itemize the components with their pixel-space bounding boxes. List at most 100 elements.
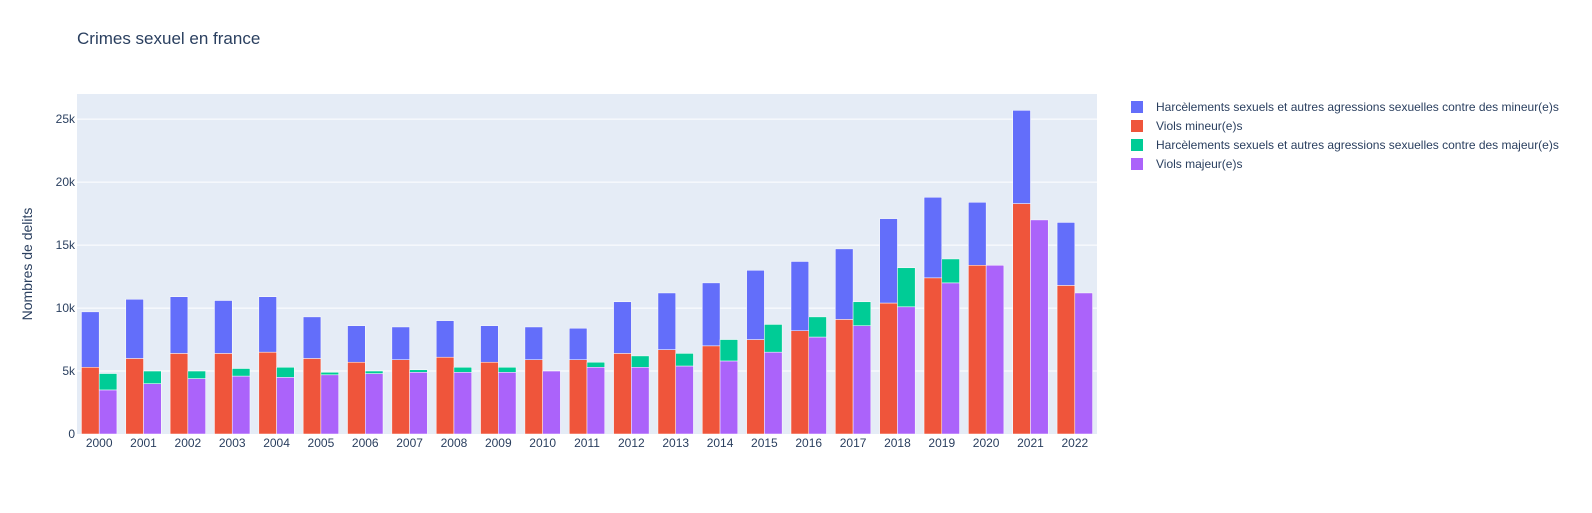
bar-mineurs-harcelements-2002[interactable] <box>169 296 189 354</box>
legend-swatch[interactable] <box>1131 101 1143 113</box>
bar-mineurs-harcelements-2005[interactable] <box>302 316 322 359</box>
bar-majeurs-viols-2001[interactable] <box>143 383 162 435</box>
legend-swatch[interactable] <box>1131 158 1143 170</box>
bar-mineurs-harcelements-2001[interactable] <box>125 299 144 359</box>
bar-mineurs-viols-2000[interactable] <box>81 367 100 435</box>
bar-majeurs-harcelements-2005[interactable] <box>320 372 339 376</box>
bar-majeurs-viols-2009[interactable] <box>498 372 517 435</box>
bar-mineurs-viols-2016[interactable] <box>790 330 809 435</box>
legend[interactable]: Harcèlements sexuels et autres agression… <box>1131 100 1559 171</box>
bar-majeurs-viols-2018[interactable] <box>897 306 916 435</box>
bar-mineurs-harcelements-2004[interactable] <box>258 296 277 353</box>
bar-mineurs-viols-2002[interactable] <box>169 353 189 435</box>
bar-mineurs-viols-2018[interactable] <box>879 302 898 435</box>
bar-mineurs-viols-2020[interactable] <box>968 265 987 435</box>
x-tick-label: 2007 <box>396 436 423 450</box>
bar-mineurs-harcelements-2012[interactable] <box>613 301 632 354</box>
bar-majeurs-viols-2020[interactable] <box>985 265 1005 435</box>
bar-mineurs-viols-2011[interactable] <box>569 359 588 435</box>
bar-mineurs-harcelements-2010[interactable] <box>524 326 543 360</box>
bar-majeurs-viols-2016[interactable] <box>808 336 827 435</box>
bar-mineurs-harcelements-2018[interactable] <box>879 218 898 304</box>
legend-swatch[interactable] <box>1131 139 1143 151</box>
bar-majeurs-viols-2022[interactable] <box>1074 292 1093 435</box>
legend-swatch[interactable] <box>1131 120 1143 132</box>
bar-mineurs-viols-2010[interactable] <box>524 359 543 435</box>
bar-mineurs-harcelements-2015[interactable] <box>746 270 765 340</box>
bar-mineurs-viols-2012[interactable] <box>613 353 632 435</box>
bar-majeurs-viols-2010[interactable] <box>542 370 561 435</box>
bar-mineurs-viols-2022[interactable] <box>1056 285 1076 435</box>
bar-majeurs-harcelements-2007[interactable] <box>409 369 428 373</box>
bar-mineurs-harcelements-2008[interactable] <box>435 320 455 358</box>
bar-majeurs-harcelements-2009[interactable] <box>498 367 517 373</box>
bar-majeurs-viols-2005[interactable] <box>320 374 339 435</box>
legend-label[interactable]: Viols majeur(e)s <box>1156 157 1242 171</box>
bar-mineurs-viols-2005[interactable] <box>302 358 322 435</box>
bar-majeurs-viols-2019[interactable] <box>941 282 960 435</box>
bar-mineurs-harcelements-2013[interactable] <box>657 292 676 350</box>
bar-majeurs-harcelements-2008[interactable] <box>453 367 472 373</box>
bar-mineurs-viols-2008[interactable] <box>435 356 455 435</box>
bar-majeurs-harcelements-2006[interactable] <box>365 370 384 374</box>
bar-mineurs-viols-2006[interactable] <box>347 361 366 435</box>
bar-majeurs-viols-2012[interactable] <box>631 367 650 435</box>
legend-label[interactable]: Harcèlements sexuels et autres agression… <box>1156 138 1559 152</box>
bar-mineurs-viols-2009[interactable] <box>480 361 499 435</box>
bar-majeurs-viols-2015[interactable] <box>764 351 783 435</box>
bar-majeurs-harcelements-2001[interactable] <box>143 370 162 384</box>
bar-mineurs-harcelements-2000[interactable] <box>81 311 100 368</box>
bar-mineurs-viols-2007[interactable] <box>391 359 410 435</box>
bar-majeurs-viols-2007[interactable] <box>409 372 428 435</box>
bar-majeurs-harcelements-2017[interactable] <box>852 301 872 326</box>
bar-mineurs-viols-2017[interactable] <box>835 319 854 435</box>
bar-majeurs-harcelements-2004[interactable] <box>276 367 295 378</box>
bar-mineurs-harcelements-2014[interactable] <box>702 282 721 347</box>
bar-mineurs-harcelements-2016[interactable] <box>790 261 809 331</box>
bar-majeurs-harcelements-2014[interactable] <box>719 339 739 362</box>
bar-mineurs-viols-2013[interactable] <box>657 349 676 435</box>
bar-mineurs-harcelements-2006[interactable] <box>347 325 366 363</box>
bar-majeurs-viols-2011[interactable] <box>586 367 605 435</box>
bar-mineurs-viols-2004[interactable] <box>258 351 277 435</box>
bar-mineurs-viols-2021[interactable] <box>1012 203 1031 435</box>
bar-mineurs-harcelements-2007[interactable] <box>391 326 410 360</box>
bar-majeurs-viols-2004[interactable] <box>276 377 295 435</box>
bar-majeurs-harcelements-2016[interactable] <box>808 316 827 338</box>
bar-mineurs-viols-2003[interactable] <box>214 353 233 435</box>
bar-mineurs-viols-2001[interactable] <box>125 358 144 435</box>
bar-majeurs-viols-2006[interactable] <box>365 373 384 435</box>
legend-label[interactable]: Viols mineur(e)s <box>1156 119 1242 133</box>
bar-majeurs-harcelements-2019[interactable] <box>941 258 960 284</box>
bar-majeurs-harcelements-2002[interactable] <box>187 370 206 379</box>
bar-majeurs-viols-2021[interactable] <box>1030 219 1049 435</box>
bar-mineurs-harcelements-2017[interactable] <box>835 248 854 320</box>
bar-mineurs-viols-2014[interactable] <box>702 345 721 435</box>
bar-majeurs-harcelements-2018[interactable] <box>897 267 916 308</box>
bar-majeurs-harcelements-2003[interactable] <box>231 368 251 377</box>
x-tick-label: 2000 <box>86 436 113 450</box>
bar-mineurs-harcelements-2021[interactable] <box>1012 110 1031 204</box>
bar-majeurs-viols-2003[interactable] <box>231 375 251 435</box>
bar-mineurs-harcelements-2009[interactable] <box>480 325 499 363</box>
bar-mineurs-viols-2015[interactable] <box>746 339 765 435</box>
bar-majeurs-viols-2014[interactable] <box>719 360 739 435</box>
bar-majeurs-viols-2013[interactable] <box>675 365 694 435</box>
bar-mineurs-harcelements-2020[interactable] <box>968 202 987 266</box>
bar-majeurs-harcelements-2012[interactable] <box>631 355 650 368</box>
bar-mineurs-harcelements-2019[interactable] <box>923 197 943 279</box>
bar-mineurs-harcelements-2011[interactable] <box>569 327 588 360</box>
legend-label[interactable]: Harcèlements sexuels et autres agression… <box>1156 100 1559 114</box>
bar-mineurs-harcelements-2003[interactable] <box>214 300 233 354</box>
bar-mineurs-viols-2019[interactable] <box>923 277 943 435</box>
bar-majeurs-harcelements-2015[interactable] <box>764 324 783 353</box>
bar-majeurs-viols-2000[interactable] <box>98 389 118 435</box>
bar-majeurs-harcelements-2000[interactable] <box>98 373 118 391</box>
x-tick-label: 2018 <box>884 436 911 450</box>
bar-mineurs-harcelements-2022[interactable] <box>1056 222 1076 286</box>
bar-majeurs-harcelements-2013[interactable] <box>675 353 694 367</box>
bar-majeurs-viols-2002[interactable] <box>187 378 206 435</box>
bar-majeurs-viols-2017[interactable] <box>852 325 872 435</box>
bar-majeurs-viols-2008[interactable] <box>453 372 472 435</box>
bar-majeurs-harcelements-2011[interactable] <box>586 361 605 368</box>
